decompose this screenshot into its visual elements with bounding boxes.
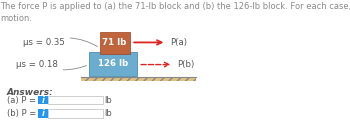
Text: 71 lb: 71 lb	[103, 38, 127, 47]
Text: lb: lb	[104, 109, 112, 118]
Text: lb: lb	[104, 96, 112, 105]
Text: μs = 0.18: μs = 0.18	[16, 60, 87, 70]
Text: P(a): P(a)	[170, 38, 188, 47]
Bar	[48, 109, 103, 118]
Bar	[38, 109, 48, 118]
Bar	[100, 32, 130, 54]
Bar	[80, 77, 196, 81]
Text: (b) P =: (b) P =	[7, 109, 36, 118]
Text: i: i	[41, 96, 44, 105]
Bar	[48, 96, 103, 104]
Text: (a) P =: (a) P =	[7, 96, 36, 105]
Text: i: i	[41, 109, 44, 118]
Bar	[38, 96, 48, 104]
Text: μs = 0.35: μs = 0.35	[23, 38, 97, 47]
Text: The force P is applied to (a) the 71-lb block and (b) the 126-lb block. For each: The force P is applied to (a) the 71-lb …	[0, 2, 350, 23]
Text: P(b): P(b)	[177, 60, 195, 69]
Text: Answers:: Answers:	[7, 88, 54, 97]
Text: 126 lb: 126 lb	[98, 59, 128, 68]
Bar	[89, 52, 136, 76]
